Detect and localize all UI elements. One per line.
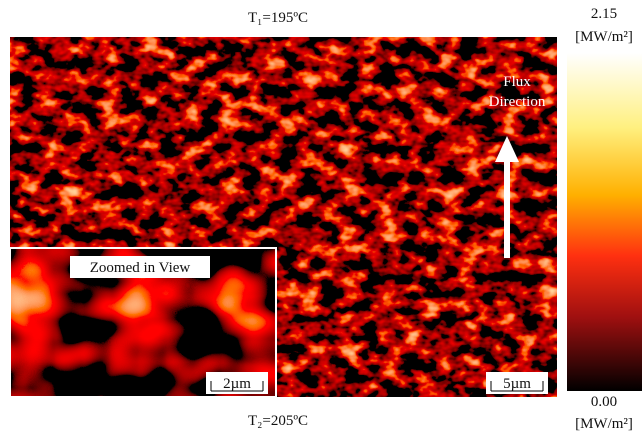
- flux-label: Direction: [489, 94, 546, 110]
- flux-label: Flux: [503, 74, 531, 90]
- colorbar-unit: [MW/m²]: [575, 29, 633, 45]
- bottom-temperature: T₂=205ºC: [248, 413, 308, 429]
- colorbar: [567, 53, 642, 391]
- colorbar-unit: [MW/m²]: [575, 416, 633, 432]
- figure: T₁=195ºC Flux Direction Zoomed in View 2…: [0, 0, 642, 437]
- colorbar-max: 2.15: [591, 6, 617, 22]
- colorbar-min: 0.00: [591, 394, 617, 410]
- inset-label: Zoomed in View: [90, 260, 191, 276]
- inset-scale: 2µm: [223, 376, 251, 392]
- main-scale: 5µm: [503, 376, 531, 392]
- top-temperature: T₁=195ºC: [248, 10, 308, 26]
